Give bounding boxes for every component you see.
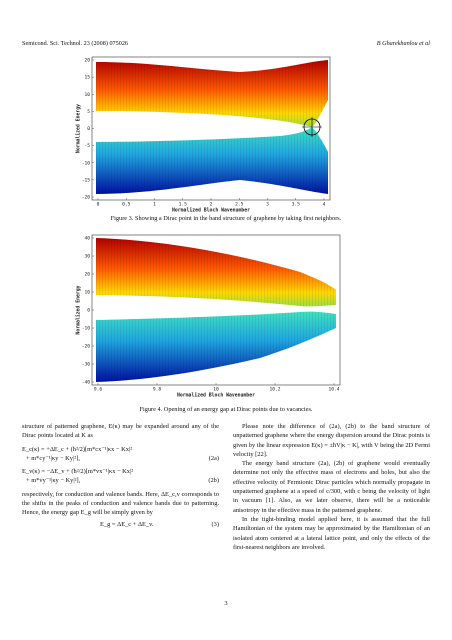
equation: E_g = ΔE_c + ΔE_v. (3) — [22, 520, 219, 529]
x-tick-label: 0.5 — [122, 202, 131, 208]
eq-part: E_g = ΔE_c + ΔE_v. — [100, 520, 154, 528]
authors: B Gharekhanlou et al — [376, 40, 430, 47]
y-axis-label: Normalized Energy — [76, 285, 82, 334]
y-tick-label: 20 — [84, 272, 90, 278]
x-tick-label: 10 — [213, 387, 219, 393]
x-tick-label: 3 — [266, 202, 269, 208]
y-tick-label: 10 — [84, 290, 90, 296]
equation: + m*cy⁻¹|κy − Ky|²], (2a) — [22, 454, 219, 463]
y-tick-label: 5 — [87, 109, 90, 115]
y-tick-label: -30 — [82, 362, 91, 368]
y-tick-label: 20 — [84, 58, 90, 64]
equation: + m*vy⁻¹|κy − Ky|²], (2b) — [22, 476, 219, 485]
paragraph: Please note the difference of (2a), (2b)… — [233, 423, 430, 458]
eq-number: (2b) — [208, 477, 219, 485]
figure-3-plot — [91, 56, 331, 201]
eq-number: (3) — [211, 520, 219, 528]
figure-4-plot — [91, 234, 341, 386]
y-tick-label: -10 — [82, 326, 91, 332]
x-tick-label: 10.4 — [328, 387, 339, 393]
x-tick-label: 10.2 — [269, 387, 280, 393]
figure-caption: Figure 4. Opening of an energy gap at Di… — [139, 406, 313, 413]
y-tick-label: 0 — [87, 308, 90, 314]
paragraph: structure of patterned graphene, E(κ) ma… — [22, 423, 219, 440]
y-tick-label: 40 — [84, 236, 90, 242]
figure-caption: Figure 3. Showing a Dirac point in the b… — [110, 215, 342, 222]
x-tick-label: 9.8 — [153, 387, 162, 393]
paragraph: respectively, for conduction and valence… — [22, 490, 219, 517]
equation: E_v(κ) = −ΔE_v + (ħ²/2)[m*vx⁻¹|κx − Kx|² — [22, 467, 219, 476]
x-tick-label: 9.6 — [94, 387, 103, 393]
y-tick-label: -5 — [84, 143, 90, 149]
paragraph: In the tight-binding model applied here,… — [233, 515, 430, 551]
figures: 20 15 10 5 0 -5 -10 -15 -20 0 0.5 1 1.5 2 2.5 3 3.5 4 Norm… — [76, 56, 341, 399]
x-tick-label: 1.5 — [179, 202, 188, 208]
page-number: 3 — [224, 600, 228, 607]
journal: Semicond. Sci. Technol. 23 (2008) 075026 — [22, 40, 129, 47]
left-column: structure of patterned graphene, E(κ) ma… — [22, 422, 219, 531]
eq-number: (2a) — [208, 454, 219, 462]
y-tick-label: -20 — [82, 344, 91, 350]
y-axis-label: Normalized Energy — [76, 104, 82, 153]
x-tick-label: 2.5 — [235, 202, 244, 208]
y-tick-label: 10 — [84, 92, 90, 98]
y-tick-label: -20 — [82, 195, 91, 201]
equation: E_c(κ) = +ΔE_c + (ħ²/2)[m*cx⁻¹|κx − Kx|² — [22, 445, 219, 454]
eq-part: + m*vy⁻¹|κy − Ky|²], — [26, 477, 81, 485]
x-tick-label: 0 — [97, 202, 100, 208]
x-axis-label: Normalized Bloch Wavenumber — [172, 208, 250, 214]
y-tick-label: 15 — [84, 75, 90, 81]
y-tick-label: 30 — [84, 254, 90, 260]
eq-part: E_v(κ) = −ΔE_v + (ħ²/2)[m*vx⁻¹|κx − Kx|² — [22, 468, 134, 476]
y-tick-label: -15 — [82, 177, 91, 183]
y-tick-label: -40 — [82, 380, 91, 386]
y-tick-label: 0 — [87, 126, 90, 132]
eq-part: E_c(κ) = +ΔE_c + (ħ²/2)[m*cx⁻¹|κx − Kx|² — [22, 445, 133, 453]
y-tick-label: -10 — [82, 160, 91, 166]
x-tick-label: 1 — [153, 202, 156, 208]
x-tick-label: 2 — [210, 202, 213, 208]
x-tick-label: 4 — [323, 202, 326, 208]
paragraph: The energy band structure (2a), (2b) of … — [233, 460, 430, 514]
right-column: Please note the difference of (2a), (2b)… — [233, 422, 430, 552]
x-tick-label: 3.5 — [292, 202, 301, 208]
eq-part: + m*cy⁻¹|κy − Ky|²], — [26, 454, 80, 462]
x-axis-label: Normalized Bloch Wavenumber — [177, 393, 255, 399]
